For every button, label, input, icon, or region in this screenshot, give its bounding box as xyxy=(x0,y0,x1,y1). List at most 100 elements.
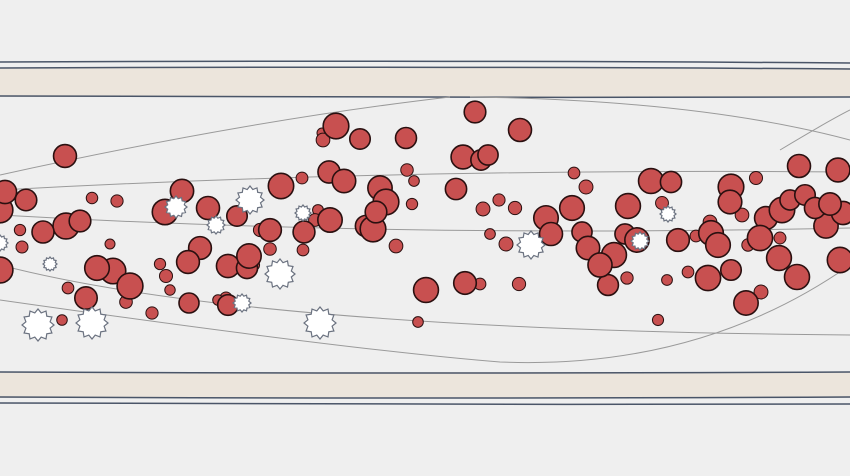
red-blood-cell xyxy=(694,264,722,292)
red-blood-cell xyxy=(412,276,440,304)
red-blood-cell xyxy=(507,200,523,216)
flow-line xyxy=(0,264,850,336)
red-blood-cell xyxy=(15,240,29,254)
red-blood-cell xyxy=(400,163,414,177)
red-blood-cell xyxy=(444,177,468,201)
red-blood-cell xyxy=(85,191,99,205)
red-blood-cell xyxy=(558,194,586,222)
red-blood-cell xyxy=(145,306,159,320)
red-blood-cell xyxy=(567,166,581,180)
red-blood-cell xyxy=(116,272,144,300)
red-blood-cell xyxy=(818,192,842,216)
vessel-bottom-wall xyxy=(0,371,850,406)
red-blood-cell xyxy=(783,263,811,291)
red-blood-cell xyxy=(746,224,774,252)
white-starburst-cell xyxy=(303,306,337,340)
red-blood-cell xyxy=(83,254,111,282)
red-blood-cell xyxy=(719,258,743,282)
red-blood-cell xyxy=(651,313,665,327)
red-blood-cell xyxy=(14,188,38,212)
red-blood-cell xyxy=(61,281,75,295)
red-blood-cell xyxy=(153,257,167,271)
white-starburst-cell xyxy=(630,231,650,251)
red-blood-cell xyxy=(317,207,343,233)
red-blood-cell xyxy=(412,316,424,328)
white-starburst-cell xyxy=(235,185,265,215)
red-blood-cell xyxy=(614,192,642,220)
red-blood-cell xyxy=(507,117,533,143)
red-blood-cell xyxy=(753,284,769,300)
red-blood-cell xyxy=(68,209,92,233)
flow-line xyxy=(0,170,850,191)
red-blood-cell xyxy=(681,265,695,279)
red-blood-cell xyxy=(826,246,850,274)
white-starburst-cell xyxy=(232,293,252,313)
red-blood-cell xyxy=(263,242,277,256)
white-starburst-cell xyxy=(0,234,9,252)
red-blood-cell xyxy=(765,244,793,272)
red-blood-cell xyxy=(463,100,487,124)
red-blood-cell xyxy=(0,179,18,205)
red-blood-cell xyxy=(786,153,812,179)
red-blood-cell xyxy=(225,204,249,228)
red-blood-cell xyxy=(511,276,527,292)
red-blood-cell xyxy=(295,171,309,185)
red-blood-cell xyxy=(195,195,221,221)
red-blood-cell xyxy=(665,227,691,253)
white-starburst-cell xyxy=(516,230,546,260)
red-blood-cell xyxy=(733,290,759,316)
red-blood-cell xyxy=(104,238,116,250)
red-blood-cell xyxy=(52,143,78,169)
red-blood-cell xyxy=(388,238,404,254)
cells-layer xyxy=(0,100,850,342)
red-blood-cell xyxy=(734,207,750,223)
red-blood-cell xyxy=(578,179,594,195)
red-blood-cell xyxy=(0,256,14,284)
red-blood-cell xyxy=(110,194,124,208)
red-blood-cell xyxy=(704,231,732,259)
red-blood-cell xyxy=(477,144,499,166)
red-blood-cell xyxy=(452,270,478,296)
vessel-top-wall xyxy=(0,60,850,99)
red-blood-cell xyxy=(178,292,200,314)
red-blood-cell xyxy=(31,220,55,244)
red-blood-cell xyxy=(748,170,764,186)
red-blood-cell xyxy=(292,220,316,244)
red-blood-cell xyxy=(175,249,201,275)
red-blood-cell xyxy=(364,200,388,224)
flow-line xyxy=(0,264,850,364)
white-starburst-cell xyxy=(264,258,296,290)
red-blood-cell xyxy=(348,127,372,151)
red-blood-cell xyxy=(825,157,850,183)
white-starburst-cell xyxy=(659,205,677,223)
red-blood-cell xyxy=(236,243,262,269)
red-blood-cell xyxy=(267,172,295,200)
red-blood-cell xyxy=(620,271,634,285)
red-blood-cell xyxy=(331,168,357,194)
red-blood-cell xyxy=(73,285,99,311)
red-blood-cell xyxy=(315,132,331,148)
white-starburst-cell xyxy=(164,195,188,219)
red-blood-cell xyxy=(538,221,564,247)
white-starburst-cell xyxy=(21,308,55,342)
red-blood-cell xyxy=(257,217,283,243)
red-blood-cell xyxy=(773,231,787,245)
red-blood-cell xyxy=(717,189,743,215)
white-starburst-cell xyxy=(206,215,226,235)
red-blood-cell xyxy=(484,228,496,240)
red-blood-cell xyxy=(408,175,420,187)
red-blood-cell xyxy=(322,112,350,140)
red-blood-cell xyxy=(492,193,506,207)
red-blood-cell xyxy=(164,284,176,296)
red-blood-cell xyxy=(394,126,418,150)
white-starburst-cell xyxy=(294,204,312,222)
red-blood-cell xyxy=(296,243,310,257)
flow-line xyxy=(779,109,850,151)
white-starburst-cell xyxy=(42,256,58,272)
red-blood-cell xyxy=(475,201,491,217)
red-blood-cell xyxy=(13,223,27,237)
red-blood-cell xyxy=(56,314,68,326)
red-blood-cell xyxy=(587,252,613,278)
red-blood-cell xyxy=(158,268,174,284)
